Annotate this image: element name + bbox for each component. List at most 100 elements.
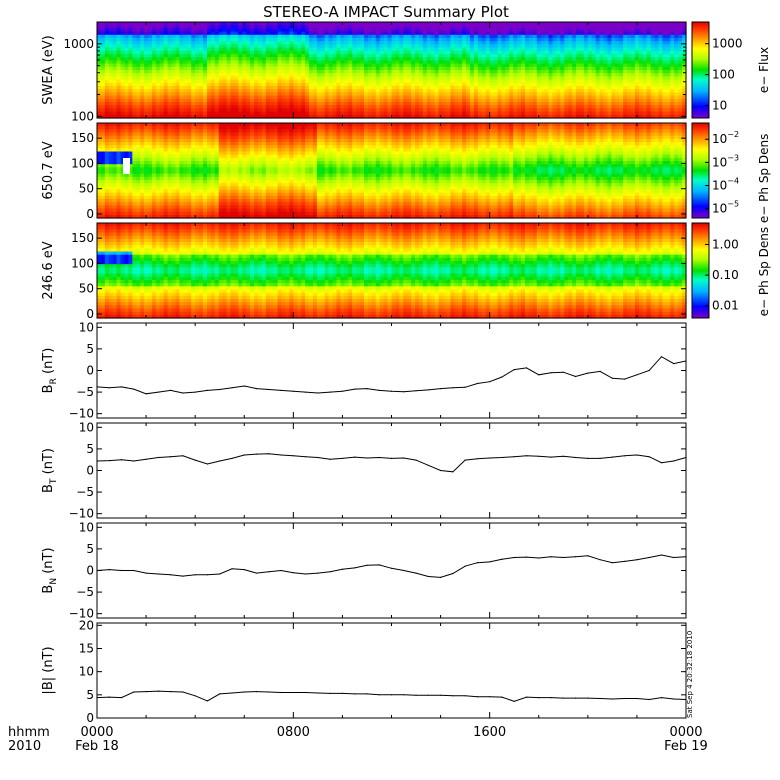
data-point <box>317 692 319 694</box>
data-point <box>427 464 429 466</box>
y-tick-label: 10 <box>79 665 94 679</box>
time-tick-label: 0000 <box>669 725 702 740</box>
data-point <box>243 569 245 571</box>
data-point <box>562 556 564 559</box>
data-point <box>268 691 270 693</box>
data-point <box>685 456 687 459</box>
data-point <box>243 691 245 693</box>
data-point <box>636 559 638 561</box>
data-point <box>501 696 503 698</box>
y-tick-label: −5 <box>76 485 94 499</box>
data-point <box>133 388 135 390</box>
data-point <box>550 556 552 558</box>
data-point <box>599 697 601 700</box>
y-tick-label: 1000 <box>63 37 94 51</box>
data-point <box>403 391 405 393</box>
data-point <box>440 388 442 390</box>
data-point <box>550 697 552 699</box>
data-point <box>440 469 442 472</box>
data-point <box>624 697 626 700</box>
data-point <box>366 388 368 390</box>
data-point <box>440 694 442 696</box>
data-point <box>182 691 184 693</box>
panel-frame <box>96 622 687 719</box>
data-point <box>562 455 564 457</box>
data-point <box>329 391 331 393</box>
data-point <box>329 458 331 460</box>
data-point <box>440 576 442 579</box>
data-point <box>108 387 110 389</box>
data-point <box>292 691 294 694</box>
data-point <box>108 569 110 571</box>
data-point <box>133 460 135 462</box>
data-point <box>219 573 221 575</box>
data-point <box>525 556 528 558</box>
data-point <box>489 696 491 698</box>
y-tick-label: 0 <box>86 307 94 321</box>
data-point <box>501 456 503 459</box>
y-axis-label: BR (nT) <box>41 348 59 394</box>
data-point <box>587 372 589 374</box>
panel-frame <box>96 222 687 319</box>
panel-frame <box>96 21 687 119</box>
data-point <box>182 575 184 577</box>
data-point <box>378 456 380 459</box>
data-point <box>538 374 540 376</box>
colorbar-tick-label: 1.00 <box>712 237 739 251</box>
data-point <box>219 693 221 695</box>
plot-title: STEREO-A IMPACT Summary Plot <box>263 3 509 21</box>
data-point <box>268 388 270 391</box>
y-tick-label: −5 <box>76 585 94 599</box>
y-axis-label: |B| (nT) <box>41 646 56 694</box>
data-point <box>685 360 687 362</box>
data-point <box>427 694 429 696</box>
panel-frame <box>96 522 687 619</box>
data-point <box>341 457 343 459</box>
data-point <box>120 386 123 388</box>
data-point <box>292 572 294 574</box>
data-point <box>464 459 466 461</box>
data-point <box>255 572 258 574</box>
data-point <box>513 700 515 702</box>
colorbar-label-flux: e− Flux <box>757 47 771 93</box>
y-tick-label: 100 <box>71 109 94 123</box>
spectrogram-1 <box>97 123 687 219</box>
colorbar-tick-label: 0.10 <box>712 268 739 282</box>
data-point <box>599 559 601 561</box>
data-point <box>648 556 650 559</box>
data-point <box>243 454 245 456</box>
colorbar-tick-label: 10−2 <box>712 130 739 146</box>
data-point <box>96 569 98 572</box>
data-point <box>427 575 429 578</box>
data-point <box>648 456 650 458</box>
data-point <box>268 453 270 455</box>
data-point <box>157 690 159 692</box>
data-point <box>280 691 282 694</box>
data-point <box>182 392 184 394</box>
data-point <box>525 696 528 698</box>
data-point <box>133 691 135 693</box>
data-point <box>562 697 564 699</box>
y-tick-label: 150 <box>71 231 94 245</box>
data-point <box>317 572 319 574</box>
data-point <box>219 388 221 391</box>
data-point <box>476 382 478 385</box>
data-point <box>452 695 454 697</box>
data-point <box>145 458 147 460</box>
data-point <box>587 555 589 557</box>
data-point <box>206 389 208 391</box>
y-tick-label: 0 <box>86 711 94 725</box>
data-point <box>464 695 466 697</box>
y-axis-label: BN (nT) <box>41 547 59 593</box>
date-tick-label: Feb 19 <box>664 739 708 754</box>
data-point <box>660 462 663 464</box>
data-point <box>390 694 393 696</box>
data-point <box>550 456 552 458</box>
data-point <box>194 459 196 461</box>
data-point <box>476 458 478 460</box>
y-tick-label: 100 <box>71 156 94 170</box>
data-point <box>108 696 110 698</box>
data-point <box>194 391 196 393</box>
panel-frame <box>96 422 687 519</box>
data-point <box>489 381 491 383</box>
